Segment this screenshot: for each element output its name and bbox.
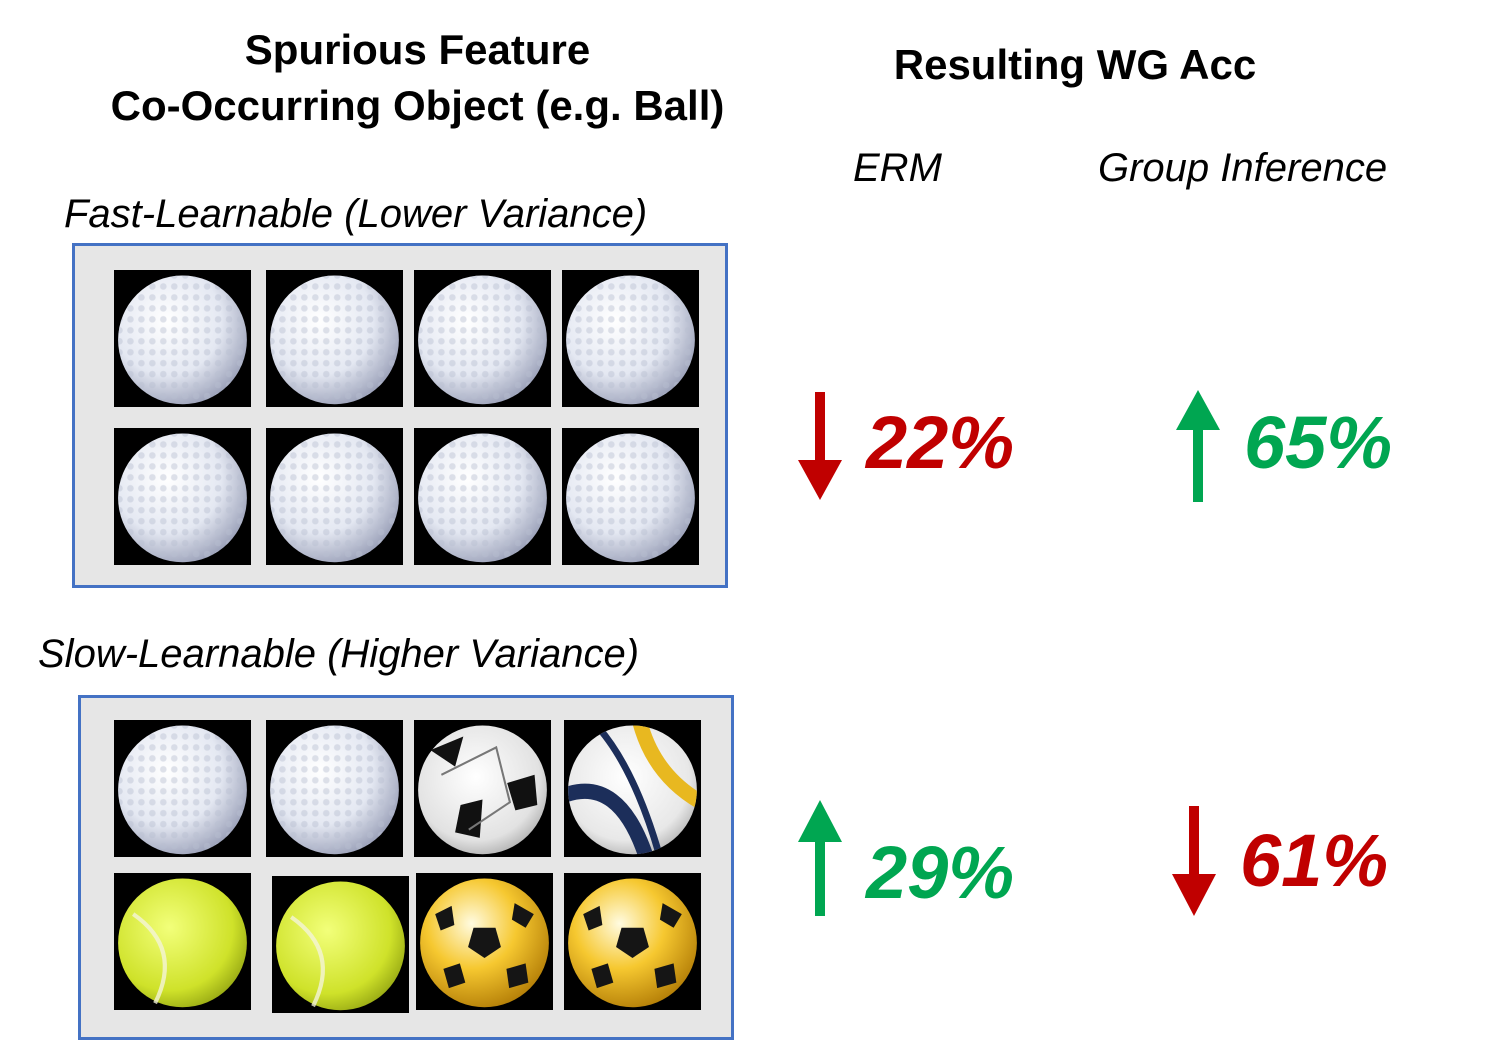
arrow-down-icon	[1172, 806, 1216, 916]
golf-ball-image	[414, 428, 551, 565]
left-title-line2: Co-Occurring Object (e.g. Ball)	[110, 82, 725, 129]
group-inference-value-slow: 61%	[1240, 819, 1389, 902]
left-title: Spurious Feature Co-Occurring Object (e.…	[40, 22, 795, 134]
erm-value-slow: 29%	[866, 831, 1015, 914]
tennis-ball-image	[272, 876, 409, 1013]
golf-ball-image	[266, 270, 403, 407]
right-title: Resulting WG Acc	[893, 41, 1257, 88]
soccer-ball-white-image	[414, 720, 551, 857]
tennis-ball-image	[114, 873, 251, 1010]
group-label-slow: Slow-Learnable (Higher Variance)	[38, 632, 640, 676]
golf-ball-image	[266, 428, 403, 565]
group-label-fast: Fast-Learnable (Lower Variance)	[64, 192, 648, 236]
golf-ball-image	[414, 270, 551, 407]
image-panel-fast	[72, 243, 728, 588]
arrow-up-icon	[798, 800, 842, 916]
golf-ball-image	[114, 270, 251, 407]
left-title-line1: Spurious Feature	[244, 26, 591, 73]
volleyball-image	[564, 720, 701, 857]
golf-ball-image	[266, 720, 403, 857]
golf-ball-image	[562, 270, 699, 407]
golf-ball-image	[562, 428, 699, 565]
golf-ball-image	[114, 720, 251, 857]
erm-value-fast: 22%	[866, 401, 1015, 484]
column-header-group-inference: Group Inference	[1098, 146, 1388, 190]
column-header-erm: ERM	[853, 146, 942, 190]
arrow-down-icon	[798, 392, 842, 500]
soccer-ball-yellow-image	[416, 873, 553, 1010]
group-inference-value-fast: 65%	[1244, 401, 1393, 484]
arrow-up-icon	[1176, 390, 1220, 502]
golf-ball-image	[114, 428, 251, 565]
image-panel-slow	[78, 695, 734, 1040]
soccer-ball-yellow-image	[564, 873, 701, 1010]
